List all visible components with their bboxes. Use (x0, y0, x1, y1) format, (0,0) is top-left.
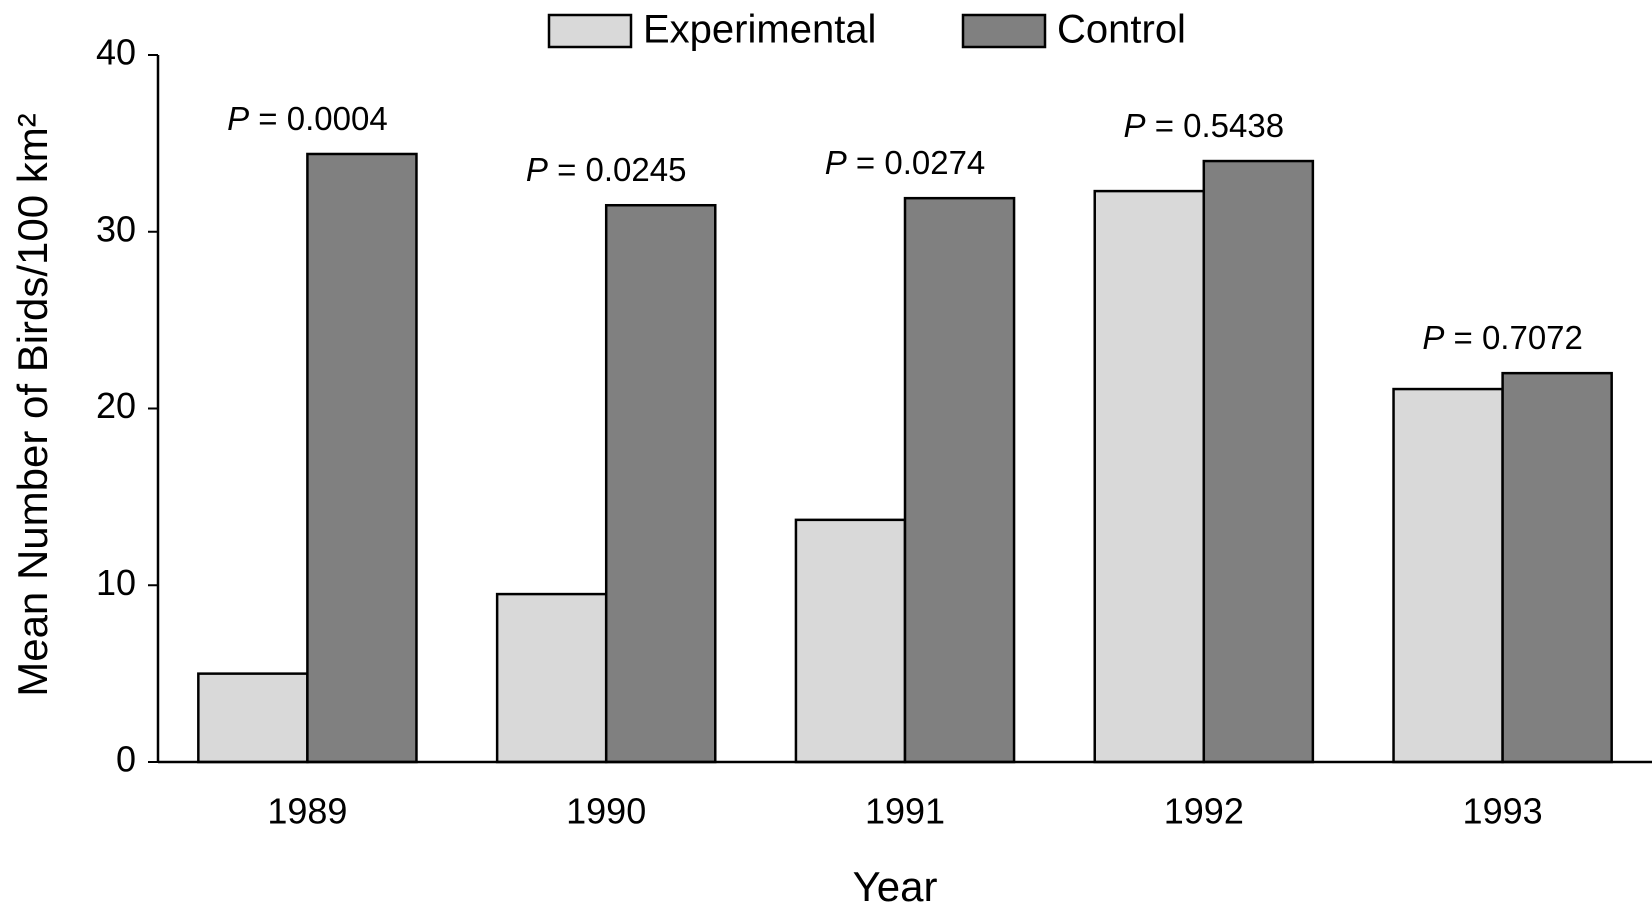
p-value: = 0.0004 (258, 100, 387, 137)
bar (794, 518, 907, 764)
bar (1392, 387, 1504, 764)
bar (197, 672, 309, 764)
bar (1093, 189, 1206, 764)
x-tick-label: 1990 (566, 791, 646, 832)
p-value: = 0.5438 (1155, 107, 1284, 144)
p-value-annotation: P = 0.0004 (227, 100, 388, 137)
p-value: = 0.0274 (856, 144, 985, 181)
y-tick-label: 0 (116, 739, 136, 780)
p-symbol: P (1124, 107, 1146, 144)
p-symbol: P (1422, 319, 1444, 356)
x-tick-label: 1989 (267, 791, 347, 832)
bar (495, 592, 608, 764)
y-tick-label: 30 (96, 208, 136, 249)
p-symbol: P (227, 100, 249, 137)
p-value: = 0.7072 (1454, 319, 1583, 356)
x-tick-label: 1991 (865, 791, 945, 832)
x-tick-label: 1992 (1164, 791, 1244, 832)
bar (903, 196, 1016, 764)
p-value: = 0.0245 (557, 151, 686, 188)
p-value-annotation: P = 0.0274 (825, 144, 986, 181)
bar (604, 203, 717, 764)
y-tick-label: 40 (96, 32, 136, 73)
x-tick-label: 1993 (1463, 791, 1543, 832)
bar (1202, 159, 1315, 764)
y-tick-label: 20 (96, 385, 136, 426)
p-value-annotation: P = 0.0245 (526, 151, 687, 188)
p-symbol: P (825, 144, 847, 181)
legend-label: Control (1057, 8, 1186, 52)
p-value-annotation: P = 0.5438 (1124, 107, 1285, 144)
legend-swatch (961, 13, 1047, 49)
p-value-annotation: P = 0.7072 (1422, 319, 1583, 356)
p-symbol: P (526, 151, 548, 188)
y-tick-label: 10 (96, 562, 136, 603)
legend-swatch (547, 13, 633, 49)
legend-label: Experimental (643, 8, 876, 52)
bar (1501, 371, 1613, 764)
y-axis-title: Mean Number of Birds/100 km² (9, 113, 56, 697)
bar (306, 152, 418, 764)
x-axis-title: Year (853, 863, 938, 910)
